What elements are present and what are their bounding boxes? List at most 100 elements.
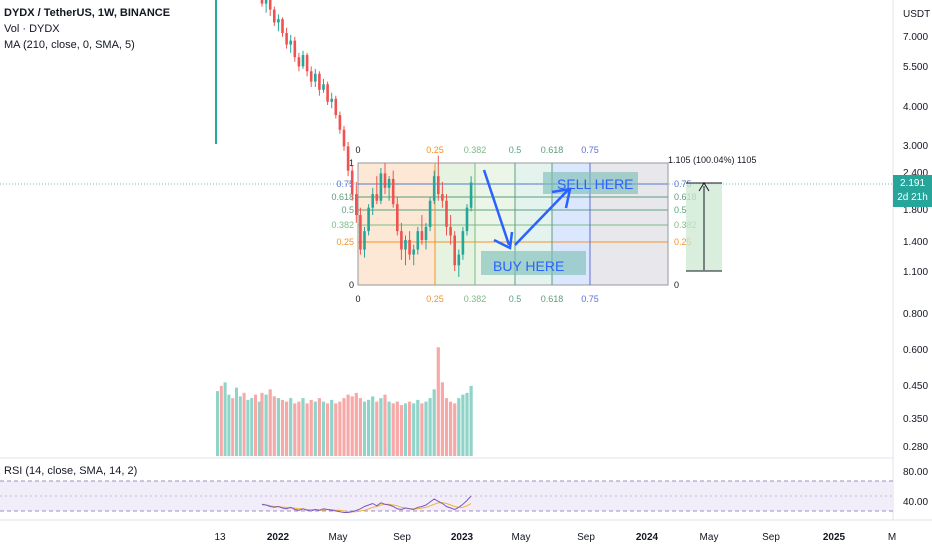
rsi-line bbox=[261, 495, 472, 513]
volume-bar bbox=[367, 399, 371, 456]
price-tick-label: 3.000 bbox=[903, 141, 928, 152]
volume-legend[interactable]: Vol · DYDX bbox=[4, 23, 60, 35]
fib-right-label: 0.75 bbox=[674, 179, 692, 189]
price-tick-label: 7.000 bbox=[903, 32, 928, 43]
candle-body bbox=[314, 73, 317, 82]
candle-body bbox=[363, 231, 366, 250]
volume-bar bbox=[280, 399, 285, 456]
candle-body bbox=[371, 194, 374, 208]
symbol-title[interactable]: DYDX / TetherUS, 1W, BINANCE bbox=[4, 7, 171, 19]
volume-bar bbox=[268, 389, 272, 456]
volume-bar bbox=[469, 385, 473, 456]
candle-body bbox=[342, 129, 346, 147]
price-tick-label: 0.450 bbox=[903, 381, 928, 392]
time-tick-label: 2024 bbox=[636, 532, 659, 543]
candle-body bbox=[375, 194, 379, 201]
volume-bar bbox=[301, 398, 305, 456]
price-tick-label: 0.600 bbox=[903, 345, 928, 356]
time-tick-label: Sep bbox=[393, 532, 411, 543]
fib-bottom-label: 0.5 bbox=[509, 294, 522, 304]
candle-body bbox=[441, 194, 444, 201]
volume-bar bbox=[338, 401, 342, 456]
volume-bar bbox=[293, 403, 297, 456]
fib-right-label: 0.5 bbox=[674, 205, 687, 215]
price-tick-label: 0.350 bbox=[903, 414, 928, 425]
time-tick-label: M bbox=[888, 532, 896, 543]
volume-bar bbox=[242, 392, 246, 456]
fib-left-label: 0.25 bbox=[336, 237, 354, 247]
volume-bar bbox=[289, 398, 293, 456]
volume-bar bbox=[219, 385, 223, 456]
fib-bottom-label: 0.618 bbox=[541, 294, 564, 304]
candle-body bbox=[367, 207, 370, 232]
measure-arrow-head bbox=[698, 182, 710, 192]
fib-top-label: 0.25 bbox=[426, 145, 444, 155]
volume-bar bbox=[246, 399, 250, 456]
down-arrow-head bbox=[493, 231, 514, 250]
fib-right-label: 0.25 bbox=[674, 237, 692, 247]
candle-body bbox=[309, 71, 313, 82]
candle-body bbox=[437, 176, 440, 195]
fib-top-label: 0.382 bbox=[464, 145, 487, 155]
time-tick-label: Sep bbox=[762, 532, 780, 543]
volume-bar bbox=[264, 394, 268, 456]
ma-legend[interactable]: MA (210, close, 0, SMA, 5) bbox=[4, 39, 135, 51]
price-range-measure[interactable] bbox=[686, 182, 722, 272]
current-price-badge: 2.191 2d 21h bbox=[893, 175, 932, 207]
candle-body bbox=[277, 19, 280, 23]
fib-top-label: 0.5 bbox=[509, 145, 522, 155]
candle-body bbox=[379, 173, 383, 201]
time-tick-label: Sep bbox=[577, 532, 595, 543]
candle-body bbox=[338, 115, 342, 130]
volume-bar bbox=[330, 399, 334, 456]
fib-left-label: 0.618 bbox=[331, 192, 354, 202]
price-tick-label: 2.400 bbox=[903, 168, 928, 179]
price-tick-label: 1.800 bbox=[903, 205, 928, 216]
time-axis[interactable]: 13 2022 May Sep 2023 May Sep 2024 May Sep 2025 M bbox=[214, 532, 896, 543]
candle-body bbox=[461, 231, 465, 255]
candle-body bbox=[449, 226, 452, 236]
volume-bar bbox=[416, 399, 420, 456]
candle-body bbox=[260, 0, 264, 4]
volume-bar bbox=[254, 394, 257, 456]
buy-box[interactable] bbox=[481, 251, 586, 275]
candle-body bbox=[383, 173, 387, 188]
volume-bar bbox=[223, 382, 227, 456]
time-tick-label: May bbox=[329, 532, 348, 543]
rsi-legend[interactable]: RSI (14, close, SMA, 14, 2) bbox=[4, 465, 138, 477]
volume-bar bbox=[453, 403, 457, 456]
volume-bar bbox=[440, 382, 444, 456]
candle-body bbox=[457, 254, 461, 266]
fib-top-label: 0 bbox=[355, 145, 360, 155]
time-tick-label: May bbox=[512, 532, 531, 543]
volume-bar bbox=[362, 401, 367, 456]
candle-body bbox=[268, 0, 272, 10]
volume-bar bbox=[309, 399, 313, 456]
measure-label: 1.105 (100.04%) 1105 bbox=[668, 155, 756, 165]
volume-bar bbox=[250, 398, 254, 456]
candle-body bbox=[420, 231, 424, 240]
candle-body bbox=[387, 178, 391, 188]
rsi-ma-line bbox=[262, 502, 472, 513]
candle-body bbox=[400, 231, 403, 250]
price-axis[interactable]: 7.000 5.500 4.000 3.000 2.400 1.800 1.400 1.100… bbox=[903, 32, 928, 453]
volume-bar bbox=[412, 403, 416, 456]
candle-body bbox=[346, 146, 350, 171]
candle-body bbox=[350, 170, 354, 195]
candle-body bbox=[318, 73, 321, 90]
volume-bar bbox=[227, 394, 231, 456]
candle-body bbox=[301, 55, 305, 67]
volume-bar bbox=[403, 403, 408, 456]
candle-body bbox=[424, 226, 428, 240]
fib-bottom-label: 0.382 bbox=[464, 294, 487, 304]
volume-bar bbox=[408, 401, 412, 456]
volume-bar bbox=[350, 396, 354, 456]
up-arrow-line bbox=[514, 189, 569, 246]
volume-bar bbox=[399, 405, 403, 456]
candle-body bbox=[432, 176, 436, 201]
volume-bar bbox=[276, 398, 280, 456]
candle-body bbox=[264, 0, 268, 4]
volume-bar bbox=[346, 394, 350, 456]
time-tick-label: May bbox=[700, 532, 719, 543]
